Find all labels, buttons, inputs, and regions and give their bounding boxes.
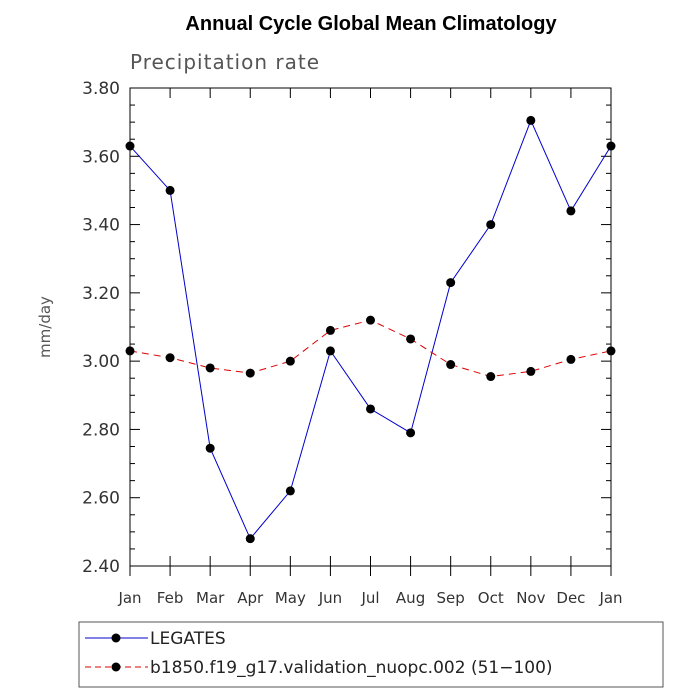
data-point-series-1 xyxy=(165,353,175,363)
data-point-series-1 xyxy=(366,315,375,325)
data-point-series-1 xyxy=(446,360,456,370)
x-axis: Jan Feb Mar Apr May Jun Jul Aug Sep Oct Nov Dec Jan xyxy=(117,88,623,607)
data-point-series-1 xyxy=(606,346,616,356)
data-point-series-0 xyxy=(285,486,295,496)
data-point-series-1 xyxy=(406,334,416,344)
data-point-series-0 xyxy=(165,185,175,195)
y-tick-label: 2.40 xyxy=(82,557,120,577)
legend-box xyxy=(78,621,664,688)
x-tick-label: Jun xyxy=(318,589,342,607)
chart-subtitle: Precipitation rate xyxy=(130,50,320,74)
y-axis-label: mm/day xyxy=(36,296,54,358)
series-line-1 xyxy=(129,319,612,378)
x-tick-label: Dec xyxy=(556,589,585,607)
data-point-series-0 xyxy=(526,115,536,125)
y-tick-label: 2.60 xyxy=(82,489,120,509)
y-tick-label: 3.40 xyxy=(82,216,120,236)
x-tick-label: Jan xyxy=(117,589,141,607)
x-tick-label: Mar xyxy=(196,589,225,607)
data-point-series-0 xyxy=(566,206,576,216)
y-tick-label: 3.80 xyxy=(82,79,120,99)
data-point-series-0 xyxy=(486,220,496,230)
plot-frame xyxy=(129,87,612,567)
data-point-series-0 xyxy=(205,443,215,453)
series-line-0 xyxy=(129,119,612,540)
data-point-series-0 xyxy=(366,404,375,414)
x-tick-label: Nov xyxy=(516,589,545,607)
legend-label-legates: LEGATES xyxy=(150,629,226,649)
y-axis: 2.40 2.60 2.80 3.00 3.20 3.40 3.60 3.80 xyxy=(82,79,611,577)
data-point-series-1 xyxy=(245,368,255,378)
x-tick-label: May xyxy=(275,589,306,607)
chart-title: Annual Cycle Global Mean Climatology xyxy=(185,13,557,35)
data-point-series-0 xyxy=(406,428,416,438)
data-point-series-0 xyxy=(325,346,335,356)
x-tick-label: Sep xyxy=(437,589,465,607)
x-tick-label: Apr xyxy=(237,589,264,607)
legend-marker-model xyxy=(111,662,121,672)
y-tick-label: 3.60 xyxy=(82,147,120,167)
data-point-series-0 xyxy=(245,534,255,544)
data-point-series-0 xyxy=(446,278,456,288)
legend-label-model: b1850.f19_g17.validation_nuopc.002 (51−1… xyxy=(150,658,553,678)
data-point-series-1 xyxy=(205,363,215,373)
y-tick-label: 3.20 xyxy=(82,284,120,304)
legend-marker-legates xyxy=(111,633,121,643)
y-tick-label: 2.80 xyxy=(82,420,120,440)
x-tick-label: Aug xyxy=(396,589,425,607)
series-layer xyxy=(125,115,616,544)
x-tick-label: Jul xyxy=(360,589,379,607)
data-point-series-1 xyxy=(325,325,335,335)
data-point-series-0 xyxy=(606,141,616,151)
x-tick-label: Jan xyxy=(598,589,622,607)
data-point-series-1 xyxy=(486,372,496,382)
legend: LEGATES b1850.f19_g17.validation_nuopc.0… xyxy=(78,621,664,688)
x-tick-label: Oct xyxy=(478,589,504,607)
data-point-series-1 xyxy=(526,366,536,376)
y-tick-label: 3.00 xyxy=(82,352,120,372)
x-tick-label: Feb xyxy=(157,589,184,607)
data-point-series-1 xyxy=(285,356,295,366)
data-point-series-1 xyxy=(566,354,576,364)
data-point-series-1 xyxy=(125,346,135,356)
data-point-series-0 xyxy=(125,141,135,151)
